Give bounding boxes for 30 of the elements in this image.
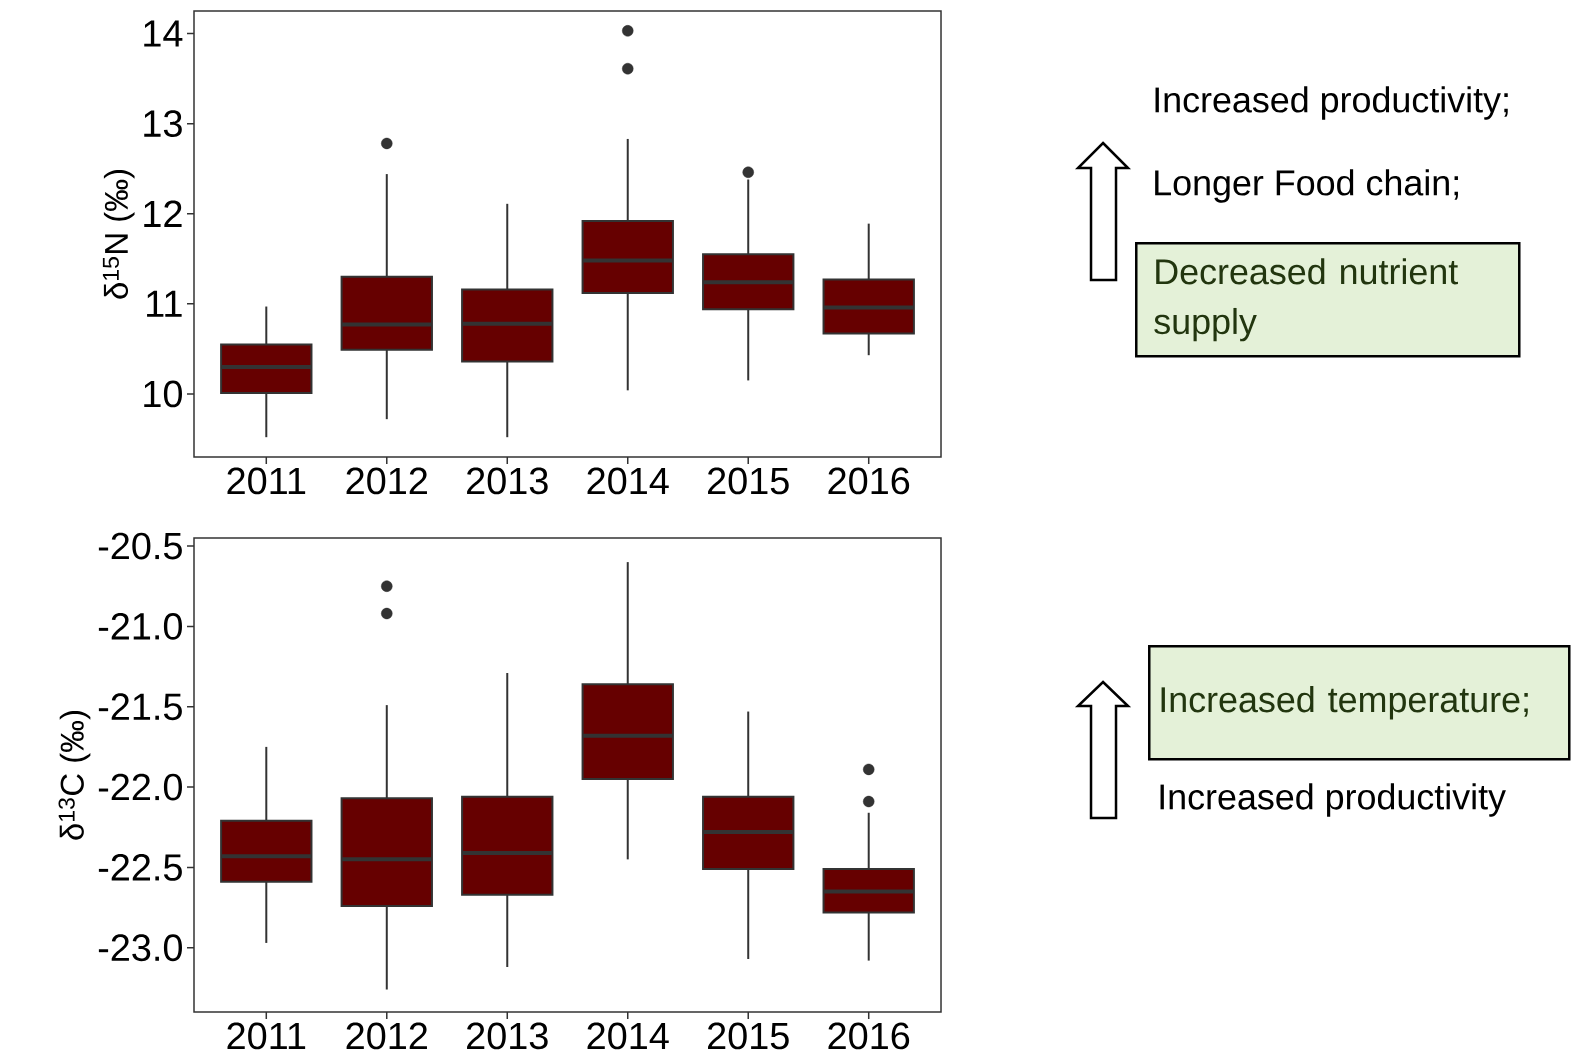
x-tick-label: 2015 [708,1022,789,1050]
x-tick-label: 2014 [587,1022,669,1050]
y-axis-title: δ$^{15}$N (‰) [102,170,135,299]
x-tick-label: 2011 [227,467,306,495]
text: Increased productivity [1160,783,1506,817]
x-tick-label: 2012 [346,467,427,495]
x-tick-label: 2012 [346,1022,427,1050]
x-tick-label: 2014 [587,467,669,495]
y-tick-label: -22.5 [98,854,182,881]
text: Increased productivity; [1155,86,1508,120]
x-tick-label: 2016 [828,1022,910,1050]
y-tick-label: 12 [144,200,182,227]
y-tick-label: -22.0 [98,773,182,801]
x-tick-label: 2013 [467,467,548,495]
x-tick-label: 2013 [467,1022,548,1050]
y-tick-label: -21.5 [98,693,182,721]
y-tick-label: 13 [144,110,182,138]
y-tick-label: -23.0 [98,934,182,962]
text: Longer Food chain; [1155,169,1458,203]
y-tick-label: 10 [144,380,182,408]
y-tick-label: -20.5 [98,532,182,560]
y-tick-label: 11 [147,290,182,317]
text: Decreased nutrient supply [1154,258,1458,342]
y-axis-title: δ$^{13}$C (‰) [58,711,91,840]
x-tick-label: 2015 [708,467,789,495]
text: Increased temperature; [1161,686,1528,720]
x-tick-label: 2016 [828,467,910,495]
y-tick-label: 14 [144,20,183,47]
x-tick-label: 2011 [227,1022,306,1050]
y-tick-label: -21.0 [98,612,182,640]
